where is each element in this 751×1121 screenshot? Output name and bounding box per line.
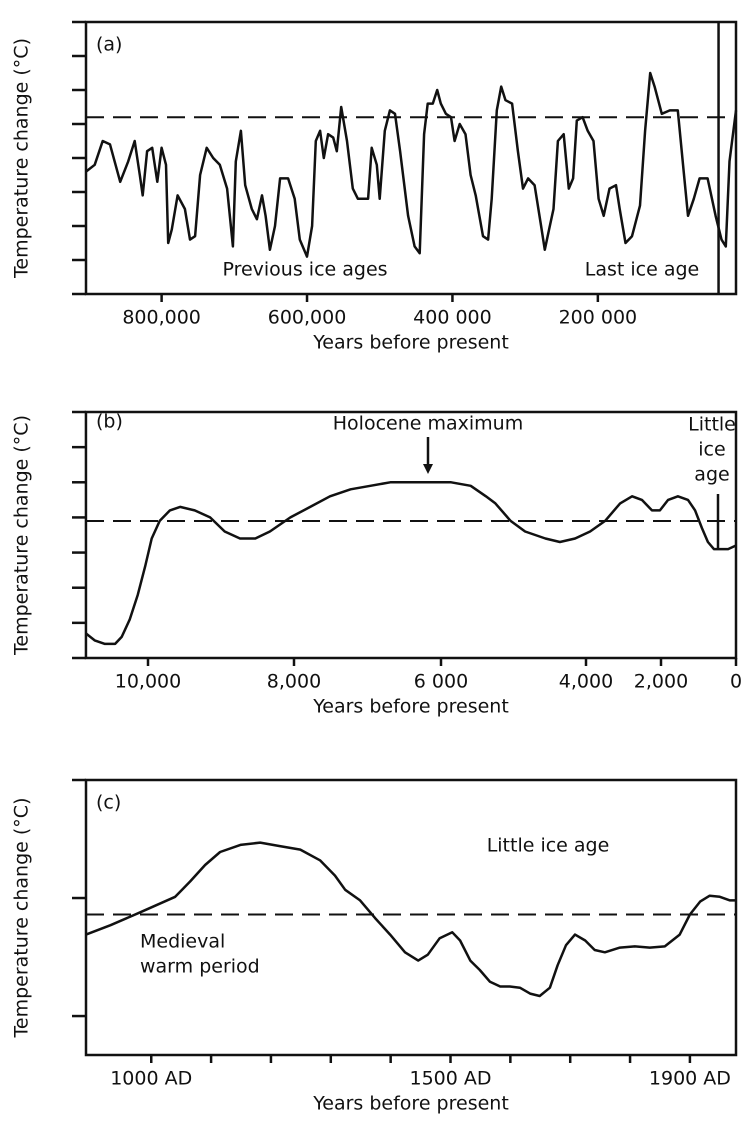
annotation: warm period [140,956,260,978]
panel-label: (a) [96,34,122,56]
x-tick-label: 1900 AD [649,1068,731,1090]
annotation: ice [698,439,725,461]
x-tick-label: 8,000 [267,671,321,693]
plot-frame [84,20,738,296]
plot-frame [84,778,738,1057]
y-axis-title: Temperature change (°C) [11,415,33,656]
annotation: Little ice age [487,835,610,857]
temperature-curve [85,481,737,646]
x-tick-label: 400 000 [413,307,492,329]
annotation: Last ice age [585,259,699,281]
x-tick-label: 6 000 [414,671,468,693]
annotation: Previous ice ages [222,259,387,281]
temperature-curve [85,71,738,258]
x-axis-title: Years before present [312,332,509,354]
annotation: Holocene maximum [333,413,523,435]
annotation: age [694,464,729,486]
x-tick-label: 10,000 [115,671,181,693]
x-tick-label: 1500 AD [409,1068,491,1090]
annotation: Medieval [140,931,225,953]
y-axis-title: Temperature change (°C) [11,798,33,1039]
x-tick-label: 200 000 [559,307,638,329]
x-tick-label: 800,000 [122,307,201,329]
panel-label: (c) [96,792,121,814]
x-tick-label: 600,000 [268,307,347,329]
x-tick-label: 2,000 [634,671,688,693]
x-axis-title: Years before present [312,696,509,718]
temperature-curve [85,841,736,998]
x-tick-label: 4,000 [559,671,613,693]
arrow-head [423,464,433,474]
panel-label: (b) [96,411,123,433]
x-axis-title: Years before present [312,1093,509,1115]
plot-frame [84,410,738,660]
x-tick-label: 1000 AD [110,1068,192,1090]
y-axis-title: Temperature change (°C) [11,38,33,279]
annotation: Little [688,414,736,436]
x-tick-label: 0 [730,671,742,693]
